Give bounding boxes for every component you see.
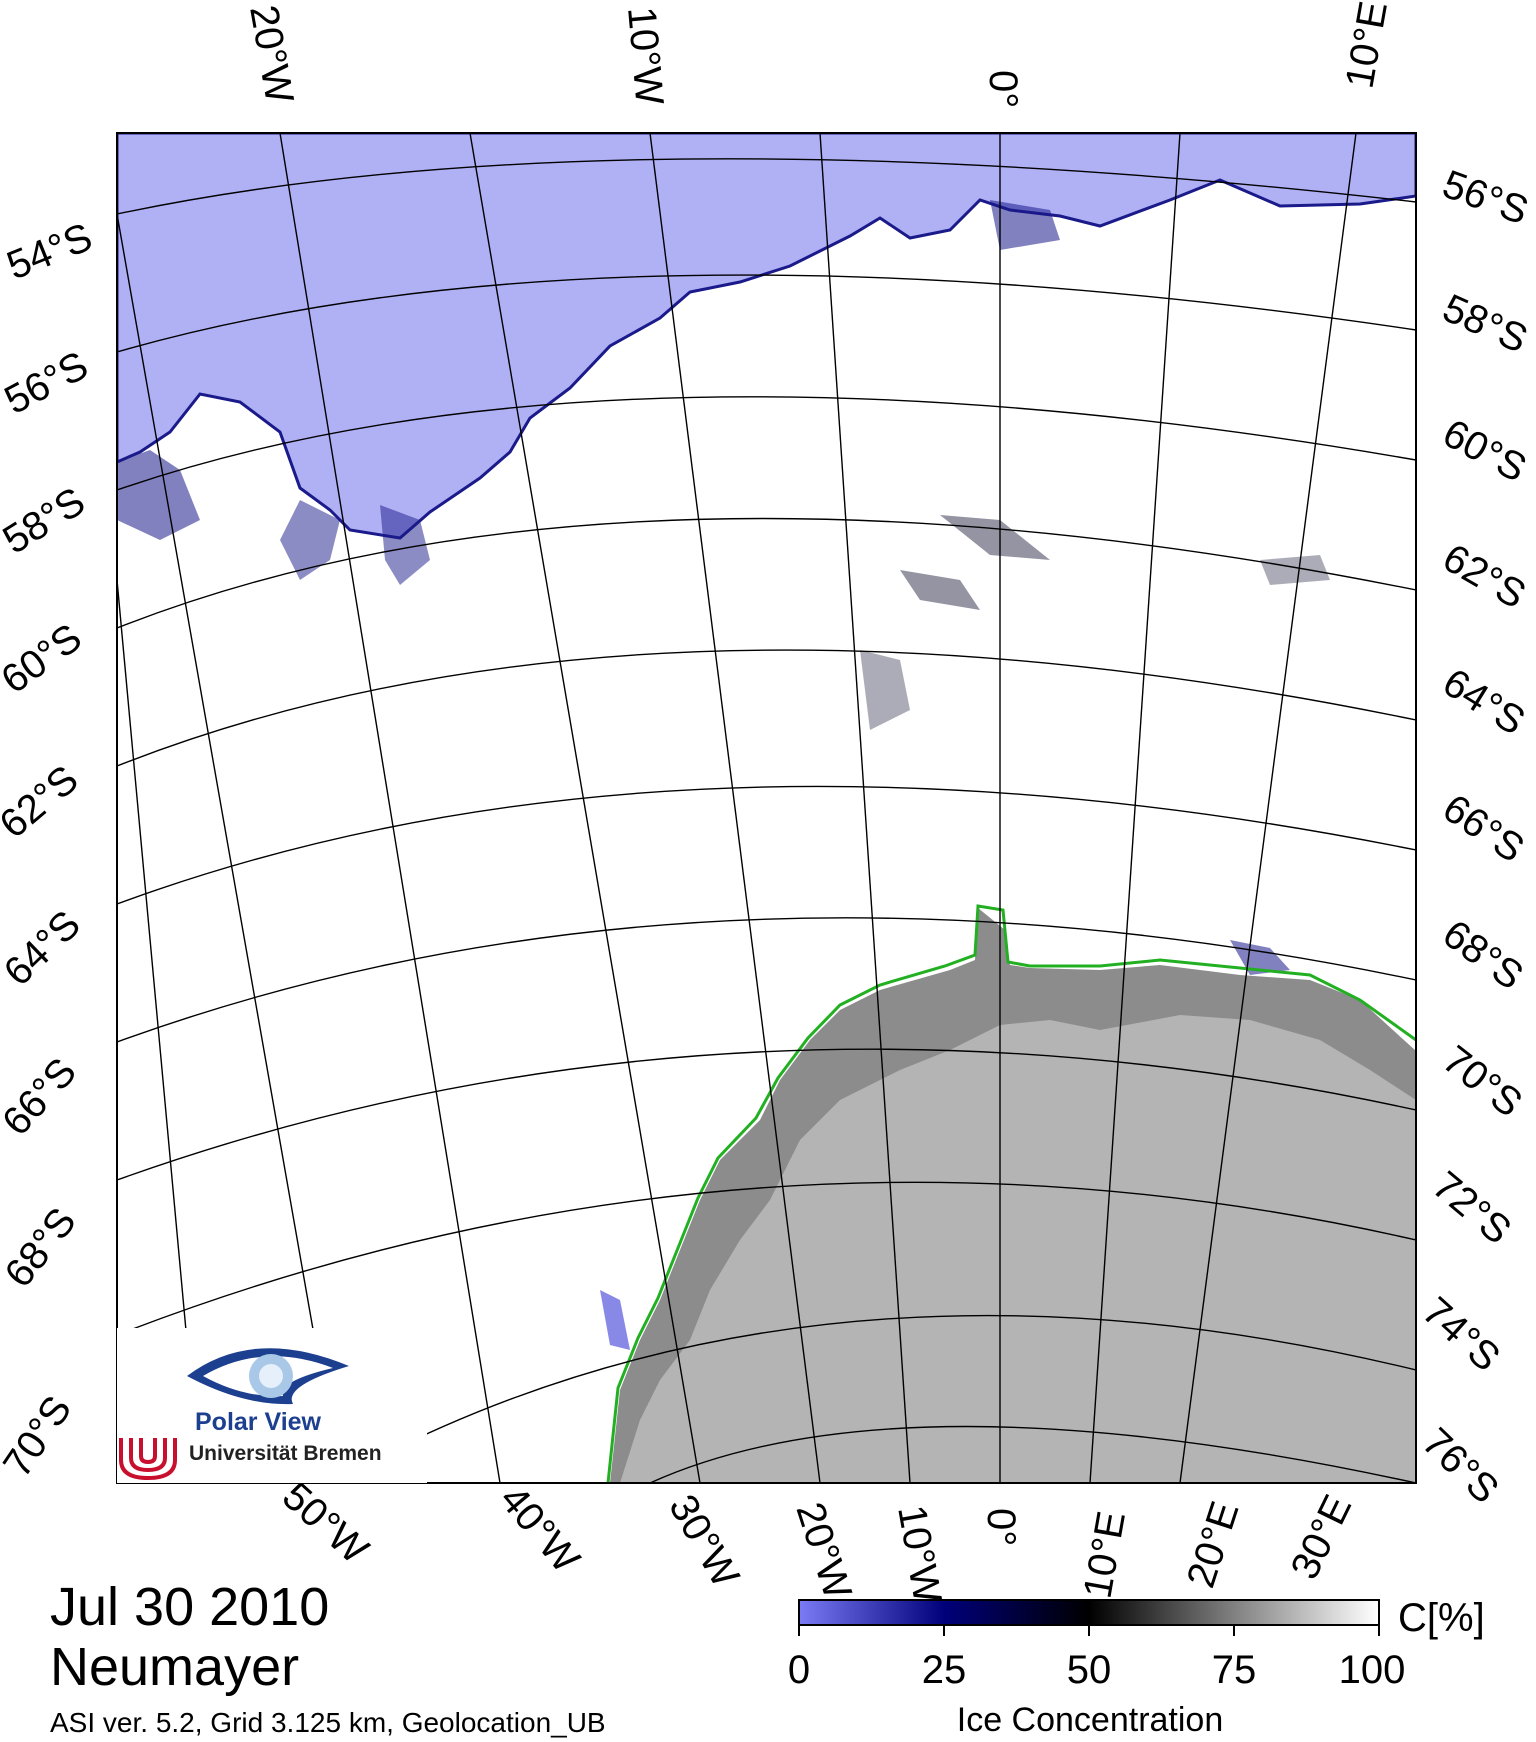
- lat-label-left: 54°S: [1, 215, 98, 288]
- lon-label-bottom: 50°W: [274, 1474, 377, 1573]
- lon-label-top: 10°E: [1338, 0, 1396, 92]
- lon-label-bottom: 20°E: [1179, 1496, 1248, 1593]
- lat-label-left: 58°S: [0, 479, 93, 563]
- lat-label-left: 68°S: [0, 1200, 85, 1296]
- lat-label-right: 76°S: [1414, 1420, 1507, 1512]
- colorbar-tick-label: 25: [921, 1648, 967, 1692]
- lon-label-top: 10°W: [619, 5, 671, 107]
- station-name: Neumayer: [50, 1637, 300, 1697]
- colorbar-tick: [943, 1624, 945, 1636]
- lat-label-right: 60°S: [1436, 411, 1534, 491]
- lon-label-bottom: 10°W: [889, 1502, 949, 1607]
- colorbar-tick: [1233, 1624, 1235, 1636]
- lon-label-top: 0°: [981, 70, 1025, 108]
- colorbar-tick-label: 50: [1066, 1648, 1112, 1692]
- lat-label-right: 56°S: [1437, 162, 1534, 233]
- lat-label-right: 72°S: [1424, 1163, 1519, 1253]
- lat-label-right: 62°S: [1436, 536, 1533, 618]
- lat-label-right: 70°S: [1434, 1037, 1530, 1125]
- logo-university: Universität Bremen: [189, 1442, 382, 1465]
- coastline: [606, 904, 1416, 1483]
- ice-edge-patches: [117, 200, 1330, 1350]
- lon-label-bottom: 10°E: [1076, 1508, 1134, 1601]
- lon-label-top: 20°W: [241, 2, 301, 107]
- lon-label-bottom: 20°W: [787, 1497, 859, 1604]
- colorbar-title: Ice Concentration: [956, 1701, 1224, 1739]
- map-date: Jul 30 2010: [50, 1577, 330, 1637]
- eye-icon: [187, 1348, 349, 1405]
- lat-label-left: 64°S: [0, 902, 89, 994]
- lat-label-left: 62°S: [0, 757, 87, 847]
- colorbar-tick: [1088, 1624, 1090, 1636]
- lat-label-left: 70°S: [0, 1388, 80, 1485]
- colorbar-tick-label: 75: [1211, 1648, 1257, 1692]
- lat-label-right: 64°S: [1435, 660, 1532, 744]
- lon-label-bottom: 30°E: [1283, 1488, 1361, 1586]
- colorbar-tick-label: 0: [787, 1648, 811, 1692]
- lat-label-left: 60°S: [0, 615, 90, 702]
- lon-label-bottom: 30°W: [660, 1488, 747, 1595]
- ice-concentration-colorbar: [798, 1599, 1380, 1626]
- university-emblem-icon: [119, 1438, 177, 1481]
- logo-name: Polar View: [195, 1408, 321, 1436]
- lon-label-bottom: 0°: [979, 1508, 1023, 1546]
- colorbar-tick: [798, 1624, 800, 1636]
- polar-view-logo: Polar View Universität Bremen: [117, 1328, 427, 1483]
- lat-label-left: 56°S: [0, 343, 95, 423]
- antarctic-land: [620, 1015, 1416, 1483]
- colorbar-tick: [1378, 1624, 1380, 1636]
- lon-label-bottom: 40°W: [491, 1478, 588, 1582]
- product-metadata: ASI ver. 5.2, Grid 3.125 km, Geolocation…: [50, 1707, 606, 1738]
- graticule: [117, 133, 1416, 1483]
- lat-label-right: 58°S: [1436, 286, 1534, 362]
- lat-label-left: 66°S: [0, 1050, 85, 1144]
- lat-label-right: 74°S: [1414, 1289, 1508, 1380]
- colorbar-unit: C[%]: [1398, 1596, 1485, 1640]
- map-frame: [116, 132, 1417, 1484]
- lat-label-right: 68°S: [1435, 912, 1531, 999]
- colorbar-tick-label: 100: [1338, 1648, 1406, 1692]
- lat-label-right: 66°S: [1435, 786, 1532, 871]
- open-water: [117, 133, 1416, 540]
